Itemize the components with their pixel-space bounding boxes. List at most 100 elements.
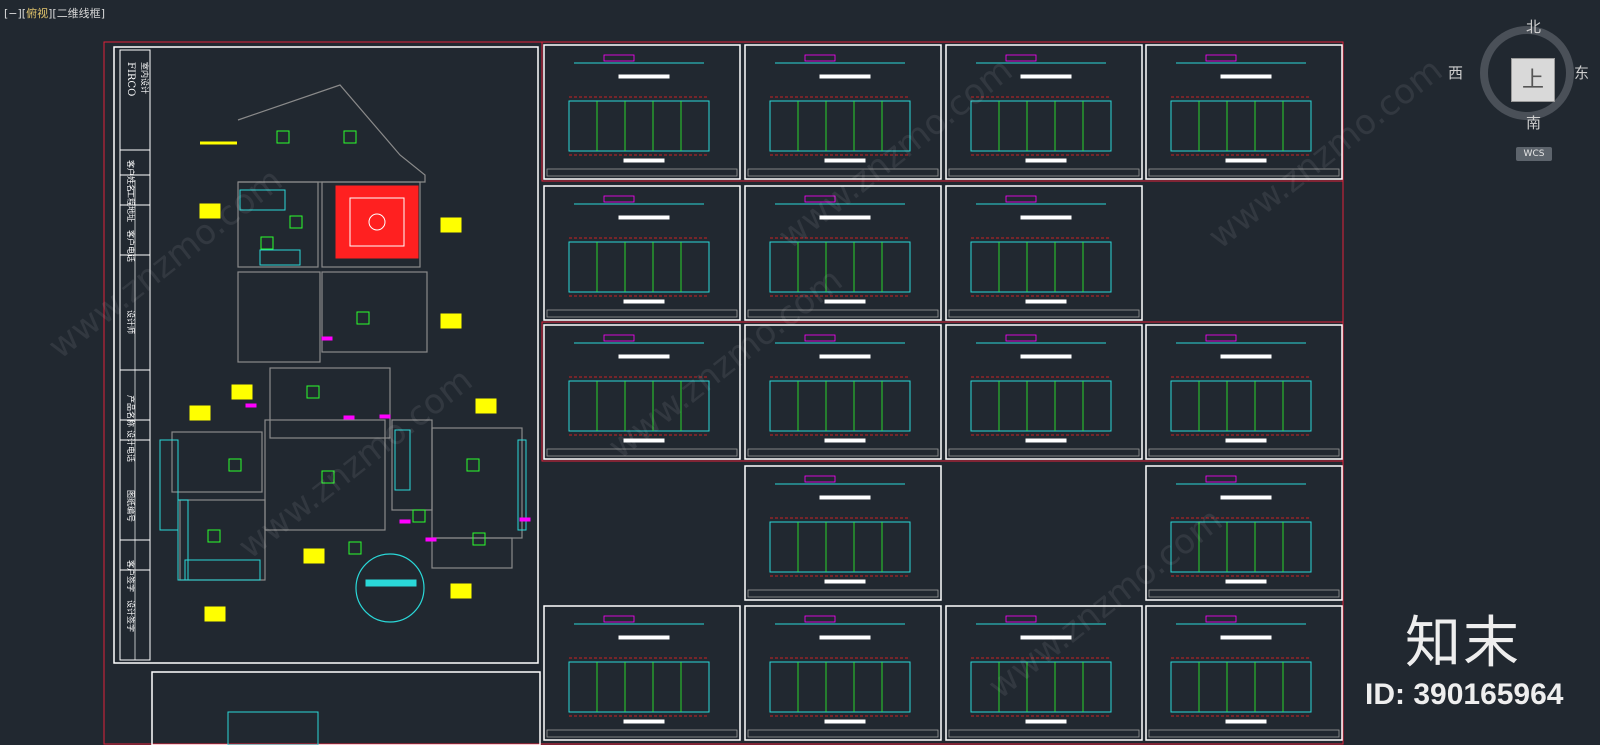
plan-detail	[603, 334, 635, 342]
sheet-title-strip	[546, 168, 738, 177]
compass-south[interactable]: 南	[1526, 114, 1542, 132]
elevation-sheet	[1145, 44, 1343, 180]
title-field: 设计签字	[126, 600, 136, 632]
elevation-body	[769, 521, 911, 573]
table-label	[365, 579, 417, 587]
view-label	[618, 635, 670, 640]
title-field: 设计电话	[126, 430, 136, 462]
view-label	[1020, 74, 1072, 79]
viewport-label[interactable]: [−][俯视][二维线框]	[4, 7, 105, 20]
viewcube-top-face[interactable]: 上	[1511, 58, 1555, 102]
tag-label	[199, 203, 221, 219]
light-marker	[306, 385, 320, 399]
watermark-text: www.znzmo.com	[981, 500, 1230, 707]
view-label	[819, 74, 871, 79]
compass-west[interactable]: 西	[1448, 64, 1464, 82]
elevation-body	[970, 661, 1112, 713]
wcs-menu-button[interactable]: WCS	[1516, 147, 1552, 161]
elevation-sheet	[1145, 465, 1343, 601]
dim-marker	[343, 415, 355, 420]
viewcube[interactable]: 上 北 南 东 西 WCS	[1448, 14, 1590, 184]
view-label	[819, 635, 871, 640]
sheet-title-strip	[747, 589, 939, 598]
elevation-body	[1170, 521, 1312, 573]
light-marker	[289, 215, 303, 229]
elevation-label	[1225, 579, 1267, 584]
plan-detail	[804, 195, 836, 203]
compass-east[interactable]: 东	[1574, 64, 1590, 82]
view-label	[618, 215, 670, 220]
elevation-label	[824, 438, 866, 443]
plan-sheet-2	[151, 671, 541, 745]
sheet-title-strip	[948, 168, 1140, 177]
watermark-text: www.znzmo.com	[231, 360, 480, 567]
tag-label	[440, 217, 462, 233]
elevation-sheet	[744, 44, 942, 180]
elevation-label	[623, 299, 665, 304]
sheet-title-strip	[1148, 168, 1340, 177]
sheet-title-strip	[1148, 589, 1340, 598]
view-label	[819, 215, 871, 220]
elevation-label	[824, 579, 866, 584]
visual-style[interactable]: 二维线框	[56, 7, 101, 20]
elevation-sheet	[945, 185, 1143, 321]
sheet-border	[945, 44, 1143, 180]
elevation-sheet	[744, 324, 942, 460]
sheet-border	[744, 185, 942, 321]
viewcube-ring[interactable]	[1480, 26, 1574, 120]
room-wall	[237, 84, 426, 183]
plan-detail	[1005, 54, 1037, 62]
elevation-sheet	[744, 185, 942, 321]
elevation-label	[824, 299, 866, 304]
ceiling-inner	[349, 197, 405, 247]
plan-detail	[804, 334, 836, 342]
plan-detail	[1005, 334, 1037, 342]
plan-detail	[603, 615, 635, 623]
ceiling-block	[335, 185, 419, 259]
elevation-sheet	[744, 465, 942, 601]
watermark-id: ID: 390165964	[1365, 678, 1564, 711]
light-marker	[356, 311, 370, 325]
light-marker	[260, 236, 274, 250]
room-wall	[431, 427, 523, 539]
view-name[interactable]: 俯视	[26, 7, 49, 20]
watermark-text: www.znzmo.com	[41, 160, 290, 367]
light-marker	[276, 130, 290, 144]
sheet-border	[744, 465, 942, 601]
elevation-body	[769, 380, 911, 432]
plan-detail	[1205, 615, 1237, 623]
view-label	[1220, 74, 1272, 79]
compass-north[interactable]: 北	[1526, 18, 1542, 36]
fixture	[177, 499, 189, 581]
title-field: 图纸编号	[126, 490, 136, 522]
view-label	[1220, 354, 1272, 359]
room-wall	[237, 271, 321, 363]
elevation-sheet	[945, 605, 1143, 741]
viewport-menu[interactable]: [−][	[4, 7, 27, 20]
elevation-label	[623, 438, 665, 443]
sheet-title-strip	[747, 448, 939, 457]
tag-label	[189, 405, 211, 421]
elevation-sheet	[1145, 324, 1343, 460]
title-logo: FIRCO	[125, 62, 136, 96]
elevation-label	[1025, 299, 1067, 304]
room-wall	[264, 419, 386, 531]
sheet-border	[543, 324, 741, 460]
tag-label	[440, 313, 462, 329]
elevation-label	[1025, 158, 1067, 163]
view-label	[1020, 354, 1072, 359]
view-label	[618, 74, 670, 79]
sheet-border	[1145, 44, 1343, 180]
room-wall	[269, 367, 391, 439]
elevation-body	[769, 661, 911, 713]
elevation-body	[568, 380, 710, 432]
sheet-border	[744, 605, 942, 741]
watermark-brand: 知末	[1405, 611, 1521, 676]
sheet-border	[543, 185, 741, 321]
sheet-border	[1145, 465, 1343, 601]
plan-detail	[1005, 615, 1037, 623]
dim-marker	[519, 517, 531, 522]
fixture	[184, 559, 261, 581]
plan-detail	[804, 54, 836, 62]
